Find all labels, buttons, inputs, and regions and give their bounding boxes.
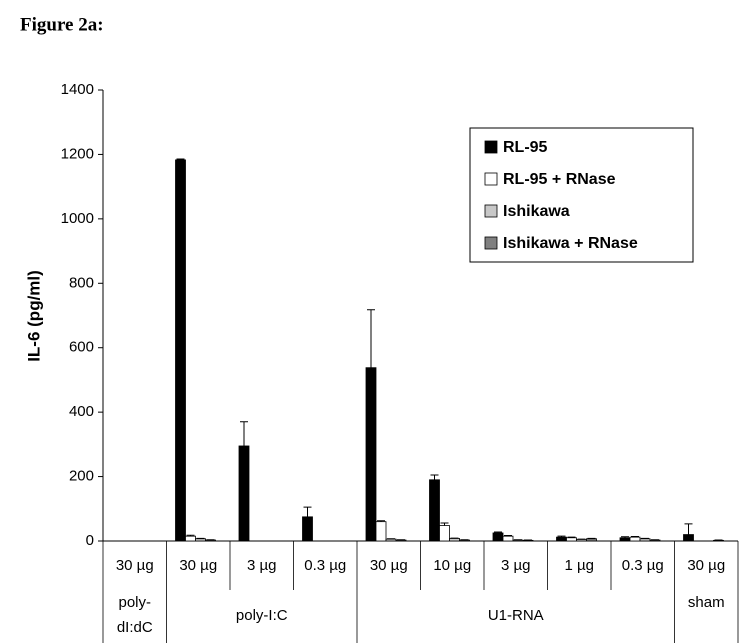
group-label: U1-RNA: [487, 607, 544, 624]
error-bar: [557, 535, 566, 538]
legend-swatch: [484, 236, 498, 250]
bar: [556, 536, 567, 542]
error-bar: [621, 536, 629, 538]
legend-label: RL-95 + RNase: [503, 171, 616, 188]
x-tick-label: 30 µg: [687, 557, 725, 574]
error-bar: [240, 421, 248, 446]
error-bar: [176, 158, 185, 160]
y-tick-label: 1200: [61, 145, 94, 162]
bar: [385, 538, 397, 542]
bar: [185, 535, 196, 542]
x-tick-label: 30 µg: [179, 557, 217, 574]
bar: [566, 537, 577, 542]
error-bar: [440, 522, 449, 526]
legend-swatch: [484, 204, 498, 218]
error-bar: [494, 531, 502, 533]
chart-title: Figure 2a:: [20, 14, 104, 35]
x-tick-label: 30 µg: [370, 557, 408, 574]
legend-swatch: [484, 140, 498, 154]
y-tick-label: 600: [69, 339, 94, 356]
y-tick-label: 800: [69, 274, 94, 291]
group-label-box: poly-dI:dC: [116, 594, 153, 636]
x-tick-label: 30 µg: [116, 557, 154, 574]
bar: [492, 532, 504, 542]
y-axis-label: IL-6 (pg/ml): [24, 270, 43, 362]
bar: [439, 525, 450, 542]
legend-swatch: [484, 172, 498, 186]
error-bar: [631, 535, 639, 538]
group-label-box: U1-RNA: [487, 607, 544, 624]
group-label-box: poly-I:C: [235, 607, 288, 624]
bar: [449, 538, 460, 542]
y-tick-label: 1000: [61, 210, 94, 227]
x-tick-label: 1 µg: [565, 557, 595, 574]
error-bar: [430, 474, 439, 480]
bar: [683, 534, 694, 542]
error-bar: [504, 535, 512, 537]
error-bar: [567, 536, 576, 538]
group-label: sham: [687, 594, 725, 611]
error-bar: [303, 506, 312, 517]
bar: [365, 367, 377, 542]
bar: [175, 159, 186, 542]
y-tick-label: 200: [69, 468, 94, 485]
bar: [639, 538, 651, 542]
bar: [619, 537, 631, 542]
x-tick-label: 0.3 µg: [304, 557, 346, 574]
group-label: poly-dI:dC: [116, 594, 153, 636]
legend-box: [469, 127, 694, 263]
group-label-box: sham: [687, 594, 725, 611]
y-tick-label: 400: [69, 403, 94, 420]
bar: [586, 538, 597, 542]
x-tick-label: 3 µg: [247, 557, 277, 574]
legend-label: Ishikawa: [503, 203, 570, 220]
bar: [502, 535, 514, 542]
bar: [375, 521, 387, 542]
legend-label: Ishikawa + RNase: [503, 235, 638, 252]
bar: [629, 536, 641, 542]
x-tick-label: 10 µg: [433, 557, 471, 574]
legend-label: RL-95: [503, 139, 548, 156]
group-label: poly-I:C: [235, 607, 288, 624]
y-tick-label: 0: [86, 532, 94, 549]
bar: [429, 479, 440, 542]
bar: [302, 516, 313, 542]
x-tick-label: 0.3 µg: [622, 557, 664, 574]
bar: [195, 538, 206, 542]
error-bar: [367, 309, 375, 368]
y-tick-label: 1400: [61, 81, 94, 98]
bar: [238, 445, 250, 542]
error-bar: [377, 520, 385, 522]
x-tick-label: 3 µg: [501, 557, 531, 574]
error-bar: [186, 534, 195, 537]
error-bar: [684, 523, 693, 535]
bar: [576, 538, 587, 542]
